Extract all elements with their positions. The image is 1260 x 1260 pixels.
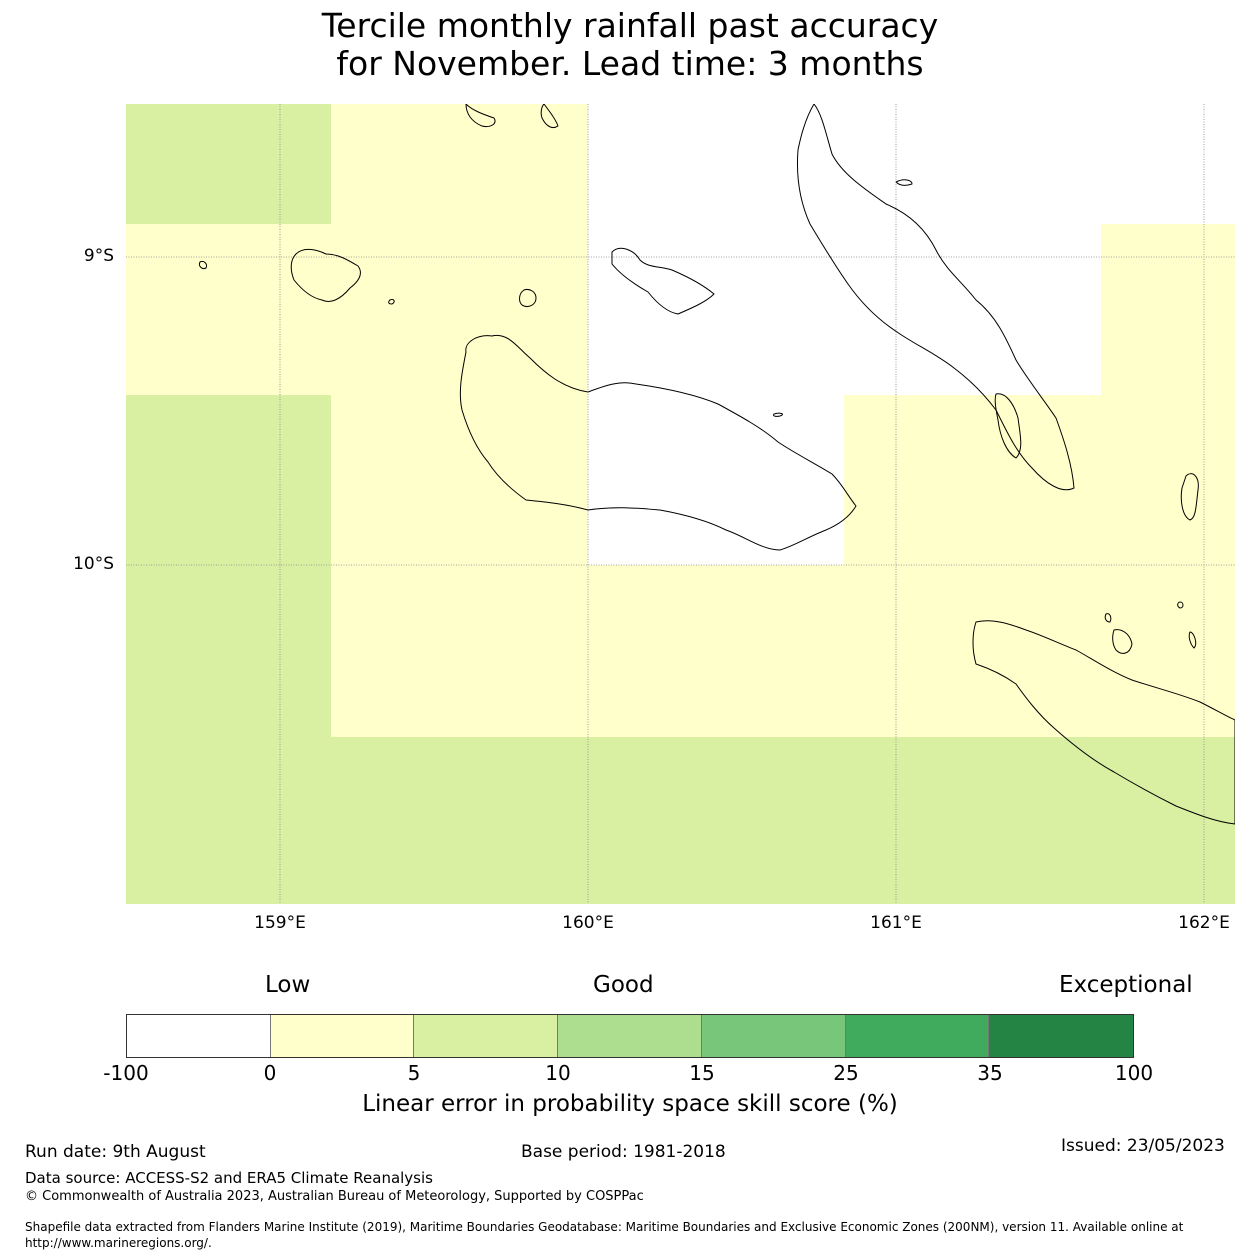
island-guadalcanal	[459, 334, 857, 551]
colorbar-segment	[845, 1015, 990, 1057]
colorbar-tick: 5	[407, 1061, 421, 1085]
map-overlay	[126, 104, 1235, 904]
colorbar-segment	[414, 1015, 559, 1057]
grid-cell-low-skill	[126, 737, 1235, 904]
data-source: Data source: ACCESS-S2 and ERA5 Climate …	[25, 1169, 433, 1187]
island-ulawa	[1180, 473, 1199, 521]
island-russell	[290, 248, 361, 302]
colorbar-tick: 15	[689, 1061, 715, 1085]
lat-label-10s: 10°S	[73, 554, 114, 574]
colorbar-tick: -100	[103, 1061, 149, 1085]
grid-cell-low-skill	[126, 104, 331, 224]
colorbar-segment	[989, 1015, 1134, 1057]
run-date: Run date: 9th August	[25, 1142, 206, 1162]
colorbar-segment	[558, 1015, 702, 1057]
island-uki	[1112, 629, 1133, 654]
legend-category-exceptional: Exceptional	[1059, 972, 1193, 998]
island-north-small	[465, 104, 496, 127]
islet-3	[773, 412, 783, 417]
skill-score-map	[126, 104, 1235, 904]
issued-date: Issued: 23/05/2023	[1061, 1136, 1225, 1156]
islet-5	[1104, 613, 1112, 623]
copyright-notice: © Commonwealth of Australia 2023, Austra…	[25, 1189, 644, 1204]
island-florida-group	[611, 247, 715, 315]
islet-6	[1177, 601, 1184, 609]
grid-cell-low-skill	[1101, 224, 1235, 395]
legend-category-good: Good	[593, 972, 654, 998]
shapefile-credit-line2: http://www.marineregions.org/.	[25, 1236, 212, 1250]
legend-category-low: Low	[265, 972, 311, 998]
colorbar-tick: 25	[833, 1061, 859, 1085]
colorbar-tick: 35	[977, 1061, 1003, 1085]
lon-label-160e: 160°E	[562, 913, 614, 933]
colorbar-tick: 100	[1114, 1061, 1154, 1085]
colorbar-tick: 0	[263, 1061, 277, 1085]
island-north-small-2	[540, 104, 559, 129]
island-malaita	[797, 104, 1075, 491]
colorbar-tick: 10	[545, 1061, 571, 1085]
colorbar-label: Linear error in probability space skill …	[362, 1091, 898, 1117]
colorbar	[126, 1014, 1134, 1058]
lat-label-9s: 9°S	[83, 246, 114, 266]
island-makira	[972, 620, 1235, 825]
islet-7	[1188, 631, 1197, 649]
grid-cell-low-skill	[331, 395, 588, 565]
islet-4	[895, 179, 913, 186]
grid-cell-low-skill	[331, 104, 588, 224]
grid-cell-low-skill	[331, 565, 1235, 737]
base-period: Base period: 1981-2018	[521, 1142, 726, 1162]
island-small-malaita	[994, 393, 1022, 459]
island-savo	[519, 289, 537, 307]
islet-1	[199, 261, 207, 269]
coastlines	[199, 104, 1235, 825]
grid-cell-low-skill	[126, 224, 588, 395]
colorbar-segment	[270, 1015, 415, 1057]
grid-cell-low-skill	[126, 395, 331, 737]
lon-label-161e: 161°E	[870, 913, 922, 933]
gridlines	[126, 104, 1235, 904]
colorbar-segment	[127, 1015, 271, 1057]
lon-label-159e: 159°E	[254, 913, 306, 933]
map-title-line1: Tercile monthly rainfall past accuracy	[321, 6, 939, 45]
map-title-line2: for November. Lead time: 3 months	[336, 44, 924, 83]
colorbar-segment	[701, 1015, 846, 1057]
shapefile-credit-line1: Shapefile data extracted from Flanders M…	[25, 1220, 1184, 1234]
islet-2	[388, 299, 395, 305]
lon-label-162e: 162°E	[1178, 913, 1230, 933]
grid-cell-low-skill	[844, 395, 1235, 565]
